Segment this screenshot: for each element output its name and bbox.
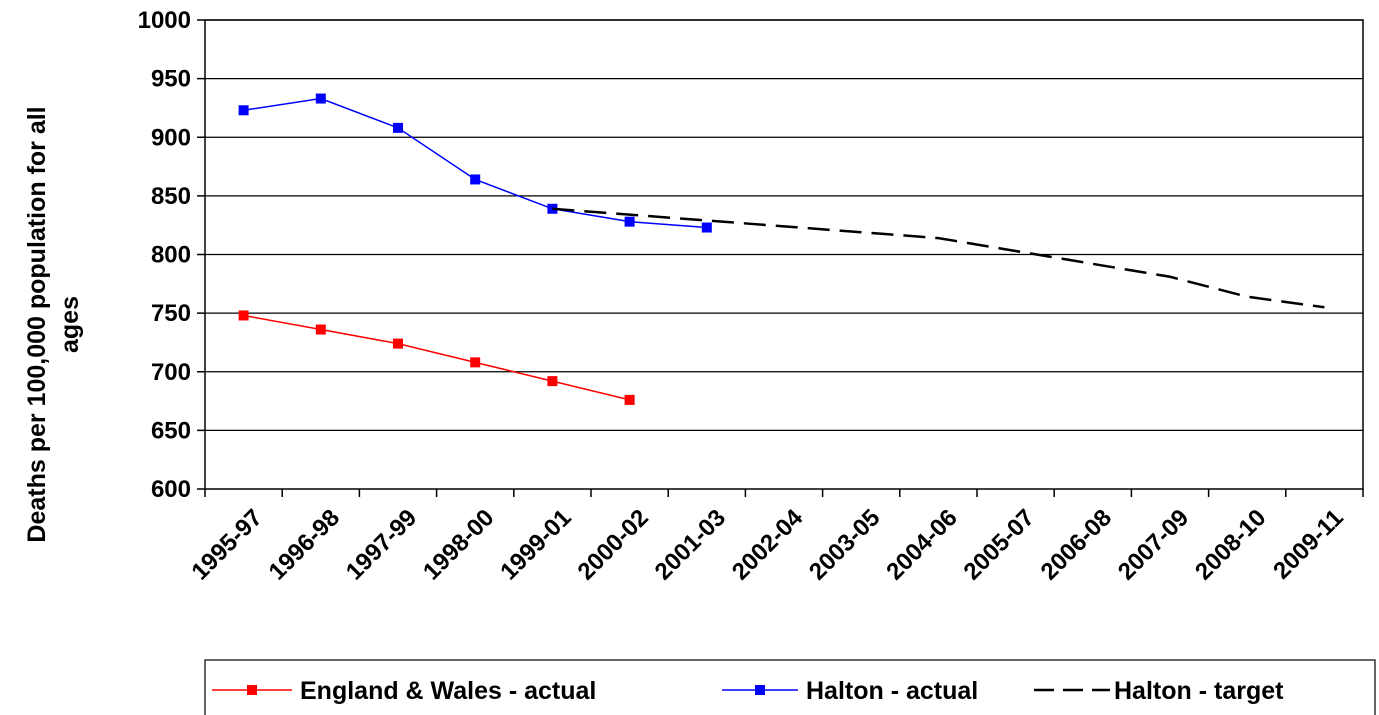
x-tick-label-1996-98: 1996-98: [264, 504, 345, 585]
y-axis-label-line-1: Deaths per 100,000 population for all: [23, 106, 51, 542]
x-tick-label-2002-04: 2002-04: [727, 504, 809, 586]
legend: England & Wales - actual Halton - actual H…: [204, 659, 1376, 715]
series-line-0: [243, 314, 630, 401]
series-line-1: [243, 97, 707, 229]
x-tick-label-2007-09: 2007-09: [1113, 504, 1194, 585]
legend-marker-1: [755, 685, 765, 695]
x-tick-label-2009-11: 2009-11: [1268, 504, 1348, 584]
y-tick-label-600: 600: [151, 476, 191, 503]
series-0-point-1: [315, 324, 326, 335]
x-tick-label-2008-10: 2008-10: [1190, 504, 1271, 585]
series-line-2: [552, 207, 1325, 309]
y-tick-label-800: 800: [151, 242, 191, 269]
legend-label-1: Halton - actual: [806, 677, 978, 705]
series-1-point-1: [315, 93, 326, 104]
x-tick-label-2006-08: 2006-08: [1036, 504, 1117, 585]
series-1-point-5: [624, 216, 635, 227]
x-tick-label-2001-03: 2001-03: [650, 504, 731, 585]
x-tick-label-2005-07: 2005-07: [958, 504, 1039, 585]
x-axis-ticks: 1995-971996-981997-991998-001999-012000-…: [186, 489, 1364, 586]
y-tick-label-750: 750: [151, 300, 191, 327]
x-tick-label-1998-00: 1998-00: [418, 504, 499, 585]
y-axis-label-line-2: ages: [56, 296, 84, 353]
series-0-point-2: [393, 338, 403, 349]
x-tick-label-1997-99: 1997-99: [341, 504, 422, 585]
x-tick-label-2004-06: 2004-06: [881, 504, 962, 585]
series-0-point-5: [624, 394, 635, 405]
x-tick-label-2003-05: 2003-05: [804, 504, 885, 585]
y-axis-label: Deaths per 100,000 population for all age…: [23, 106, 84, 542]
series-0-point-3: [470, 357, 481, 368]
legend-label-0: England & Wales - actual: [300, 677, 596, 705]
series-lines: [238, 93, 1325, 405]
x-tick-label-2000-02: 2000-02: [572, 504, 653, 585]
series-0-point-0: [238, 310, 249, 321]
legend-box: [204, 659, 1376, 715]
y-axis-ticks: 600 650 700 750 800 850 900 950 1000: [138, 7, 205, 503]
y-tick-label-1000: 1000: [138, 7, 191, 34]
series-0-point-4: [547, 376, 558, 387]
series-1-point-0: [238, 105, 249, 116]
y-tick-label-700: 700: [151, 359, 191, 386]
series-1-point-6: [701, 222, 712, 233]
legend-marker-0: [247, 685, 257, 695]
y-tick-label-650: 650: [151, 417, 191, 444]
y-tick-label-950: 950: [151, 66, 191, 93]
series-1-point-3: [470, 174, 481, 185]
y-tick-label-900: 900: [151, 124, 191, 151]
x-tick-label-1995-97: 1995-97: [186, 504, 267, 585]
gridlines: [205, 19, 1363, 431]
x-tick-label-1999-01: 1999-01: [495, 504, 576, 585]
y-tick-label-850: 850: [151, 183, 191, 210]
legend-label-2: Halton - target: [1114, 677, 1284, 705]
series-1-point-2: [393, 122, 403, 133]
